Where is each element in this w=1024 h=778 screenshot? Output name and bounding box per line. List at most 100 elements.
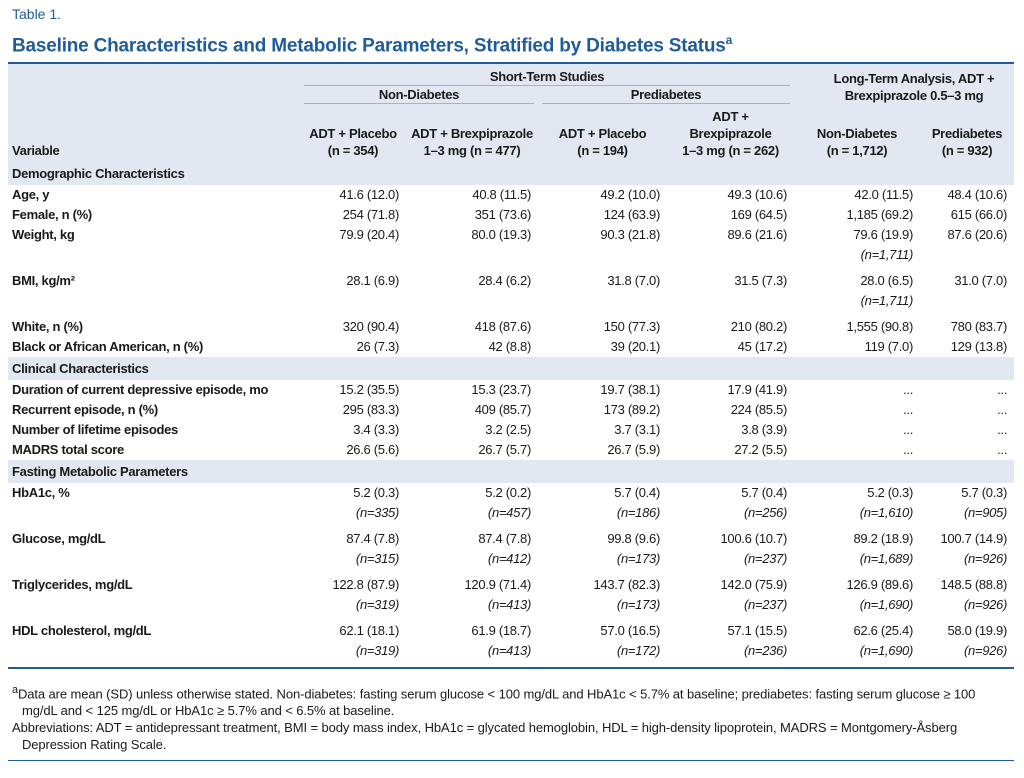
cell-value: 418 (87.6) <box>474 319 532 334</box>
title-text: Baseline Characteristics and Metabolic P… <box>12 35 726 57</box>
cell: 143.7 (82.3) (n=173) <box>538 575 667 621</box>
cell-value: 87.4 (7.8) <box>478 531 531 546</box>
cell-value: 120.9 (71.4) <box>464 577 531 592</box>
cell: 5.7 (0.4) (n=186) <box>538 483 667 529</box>
cell: 100.7 (14.9) (n=926) <box>920 529 1014 575</box>
cell-value: 48.4 (10.6) <box>947 187 1008 202</box>
cell-value: 49.3 (10.6) <box>727 187 788 202</box>
cell-n: (n=1,690) <box>859 597 914 612</box>
data-row: Recurrent episode, n (%) 295 (83.3) 409 (8… <box>8 400 1014 420</box>
cell-n: (n=173) <box>616 551 660 566</box>
data-row: Number of lifetime episodes 3.4 (3.3) 3.2 … <box>8 420 1014 440</box>
cell: 5.2 (0.3) (n=335) <box>300 483 406 529</box>
cell-value: 61.9 (18.7) <box>471 623 531 638</box>
cell-value: 3.4 (3.3) <box>353 422 399 437</box>
cell-n: (n=256) <box>743 505 788 520</box>
section-row: Clinical Characteristics <box>8 357 1015 380</box>
table-header: Short-Term Studies Long-Term Analysis, A… <box>8 63 1015 162</box>
cell-value: 80.0 (19.3) <box>471 227 531 242</box>
cell-value: ... <box>997 382 1008 397</box>
header-spacer <box>8 63 300 86</box>
cell-value: 5.7 (0.4) <box>741 485 788 500</box>
cell: 126.9 (89.6) (n=1,690) <box>794 575 920 621</box>
cell: 57.0 (16.5) (n=172) <box>538 621 667 668</box>
cell-value: 5.7 (0.4) <box>614 485 660 500</box>
cell-value: 26.7 (5.9) <box>607 442 660 457</box>
cell-value: 119 (7.0) <box>864 339 914 354</box>
cell: 142.0 (75.9) (n=237) <box>667 575 794 621</box>
cell: 5.7 (0.3) (n=905) <box>920 483 1014 529</box>
cell-n: (n=413) <box>487 597 531 612</box>
table-body: Demographic Characteristics Age, y 41.6 (1… <box>8 162 1015 668</box>
cell-value: 90.3 (21.8) <box>600 227 660 242</box>
row-label: Female, n (%) <box>12 207 92 222</box>
cell-value: ... <box>903 442 914 457</box>
cell: 61.9 (18.7) (n=413) <box>406 621 538 668</box>
cell-n: (n=172) <box>616 643 660 658</box>
cell-value: 129 (13.8) <box>950 339 1008 354</box>
cell: 99.8 (9.6) (n=173) <box>538 529 667 575</box>
cell-value: 1,185 (69.2) <box>846 207 914 222</box>
column-n: (n = 1,712) <box>826 143 888 158</box>
cell-value: 3.8 (3.9) <box>741 422 788 437</box>
cell-n: (n=926) <box>963 643 1008 658</box>
cell-value: 49.2 (10.0) <box>600 187 660 202</box>
column-label: Non-Diabetes <box>816 126 898 141</box>
header-spacer <box>8 86 300 104</box>
non-diabetes-header: Non-Diabetes <box>304 86 534 104</box>
cell-value: 31.5 (7.3) <box>734 273 788 288</box>
cell: 89.2 (18.9) (n=1,689) <box>794 529 920 575</box>
cell-value: ... <box>997 442 1008 457</box>
cell-n: (n=412) <box>487 551 531 566</box>
data-row: Glucose, mg/dL 87.4 (7.8) (n=315) 87.4 (7.8… <box>8 529 1014 575</box>
cell-value: 42.0 (11.5) <box>854 187 914 202</box>
cell-n: (n=237) <box>743 597 788 612</box>
row-label: Triglycerides, mg/dL <box>12 577 133 592</box>
cell-value: 57.1 (15.5) <box>727 623 788 638</box>
column-header: ADT + Brexpiprazole 1–3 mg (n = 262) <box>667 104 794 162</box>
cell-value: 142.0 (75.9) <box>720 577 788 592</box>
cell-value: 173 (89.2) <box>603 402 661 417</box>
cell-value: 28.4 (6.2) <box>478 273 531 288</box>
cell-value: 169 (64.5) <box>730 207 788 222</box>
cell-value: 31.0 (7.0) <box>954 273 1008 288</box>
data-row: HDL cholesterol, mg/dL 62.1 (18.1) (n=319)… <box>8 621 1014 668</box>
cell-value: 5.7 (0.3) <box>961 485 1008 500</box>
footnotes: aData are mean (SD) unless otherwise sta… <box>12 682 1002 753</box>
row-label: Black or African American, n (%) <box>12 339 203 354</box>
cell: 5.7 (0.4) (n=256) <box>667 483 794 529</box>
column-n: (n = 354) <box>327 143 379 158</box>
cell-value: 5.2 (0.3) <box>353 485 399 500</box>
row-label: Weight, kg <box>12 227 75 242</box>
cell-value: 3.7 (3.1) <box>614 422 660 437</box>
column-label: ADT + Placebo <box>558 126 647 141</box>
cell-value: 39 (20.1) <box>610 339 661 354</box>
group-header: Short-Term Studies <box>300 63 794 86</box>
column-label: ADT + Brexpiprazole <box>411 126 533 141</box>
cell-value: 27.2 (5.5) <box>734 442 788 457</box>
cell-value: 17.9 (41.9) <box>727 382 788 397</box>
cell-n: (n=319) <box>355 643 399 658</box>
cell-value: 45 (17.2) <box>737 339 788 354</box>
column-n: (n = 932) <box>941 143 993 158</box>
bottom-rule <box>8 760 1014 761</box>
cell-value: 57.0 (16.5) <box>600 623 660 638</box>
section-title: Clinical Characteristics <box>8 357 1015 380</box>
cell: 120.9 (71.4) (n=413) <box>406 575 538 621</box>
footnote-marker: a <box>12 684 18 696</box>
column-header: Non-Diabetes (n = 1,712) <box>794 104 920 162</box>
cell-n: (n=186) <box>616 505 660 520</box>
cell-n: (n=236) <box>743 643 788 658</box>
header-row: Variable ADT + Placebo (n = 354) ADT + Bre… <box>8 104 1014 162</box>
cell-value: 89.6 (21.6) <box>727 227 788 242</box>
cell: 62.6 (25.4) (n=1,690) <box>794 621 920 668</box>
cell-value: 254 (71.8) <box>342 207 400 222</box>
cell-value: 150 (77.3) <box>603 319 661 334</box>
cell: 28.0 (6.5) (n=1,711) <box>794 271 920 317</box>
row-label: Number of lifetime episodes <box>12 422 178 437</box>
cell-value: ... <box>903 382 914 397</box>
cell-n: (n=315) <box>355 551 399 566</box>
cell-value: 122.8 (87.9) <box>332 577 399 592</box>
data-row: Age, y 41.6 (12.0) 40.8 (11.5) 49.2 (10.0) 4… <box>8 185 1014 205</box>
short-term-header: Short-Term Studies <box>304 68 791 86</box>
